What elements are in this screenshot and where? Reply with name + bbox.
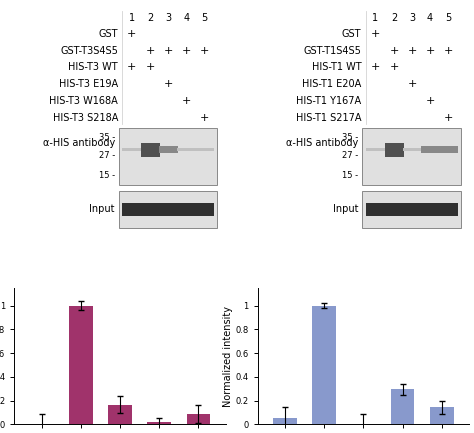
Bar bbox=[402, 148, 422, 152]
Y-axis label: Normalized intensity: Normalized intensity bbox=[223, 306, 233, 407]
Text: +: + bbox=[426, 96, 435, 106]
Bar bbox=[438, 146, 457, 153]
Bar bbox=[187, 414, 210, 424]
Text: Input: Input bbox=[89, 204, 115, 214]
Bar bbox=[365, 148, 384, 152]
Text: +: + bbox=[390, 46, 399, 56]
Bar bbox=[384, 203, 404, 216]
Text: HIS-T1 S217A: HIS-T1 S217A bbox=[296, 113, 361, 123]
Text: Input: Input bbox=[333, 204, 358, 214]
Bar bbox=[438, 203, 457, 216]
Text: 3: 3 bbox=[165, 13, 172, 23]
Text: 2: 2 bbox=[391, 13, 397, 23]
Bar bbox=[119, 128, 218, 185]
Bar bbox=[365, 203, 384, 216]
Text: HIS-T3 W168A: HIS-T3 W168A bbox=[49, 96, 118, 106]
Text: 5: 5 bbox=[445, 13, 451, 23]
Text: 5: 5 bbox=[201, 13, 208, 23]
Text: 1: 1 bbox=[128, 13, 135, 23]
Bar bbox=[273, 418, 297, 424]
Text: +: + bbox=[408, 79, 417, 89]
Bar bbox=[195, 148, 214, 152]
Text: B: B bbox=[232, 0, 243, 2]
Bar bbox=[108, 405, 132, 424]
Text: +: + bbox=[182, 96, 191, 106]
Text: GST: GST bbox=[99, 29, 118, 39]
Text: 27 -: 27 - bbox=[99, 151, 115, 160]
Text: GST-T1S4S5: GST-T1S4S5 bbox=[303, 46, 361, 56]
Text: 27 -: 27 - bbox=[342, 151, 358, 160]
Text: 15 -: 15 - bbox=[342, 171, 358, 180]
Text: +: + bbox=[443, 46, 453, 56]
Text: 35 -: 35 - bbox=[99, 133, 115, 142]
Text: HIS-T1 E20A: HIS-T1 E20A bbox=[302, 79, 361, 89]
Bar bbox=[177, 203, 196, 216]
Bar bbox=[119, 191, 218, 227]
Text: +: + bbox=[146, 46, 155, 56]
Bar bbox=[420, 203, 439, 216]
Bar bbox=[384, 143, 404, 156]
Text: +: + bbox=[127, 62, 137, 72]
Text: +: + bbox=[390, 62, 399, 72]
Bar bbox=[420, 146, 439, 153]
Bar bbox=[141, 203, 160, 216]
Text: 1: 1 bbox=[372, 13, 378, 23]
Text: +: + bbox=[146, 62, 155, 72]
Text: HIS-T3 S218A: HIS-T3 S218A bbox=[53, 113, 118, 123]
Bar bbox=[363, 128, 461, 185]
Text: 4: 4 bbox=[427, 13, 433, 23]
Bar bbox=[430, 407, 454, 424]
Text: GST: GST bbox=[342, 29, 361, 39]
Text: +: + bbox=[443, 113, 453, 123]
Text: GST-T3S4S5: GST-T3S4S5 bbox=[60, 46, 118, 56]
Bar bbox=[159, 146, 178, 153]
Bar bbox=[141, 143, 160, 156]
Text: HIS-T1 Y167A: HIS-T1 Y167A bbox=[296, 96, 361, 106]
Text: HIS-T3 E19A: HIS-T3 E19A bbox=[59, 79, 118, 89]
Text: +: + bbox=[127, 29, 137, 39]
Text: +: + bbox=[370, 62, 380, 72]
Bar bbox=[195, 203, 214, 216]
Bar bbox=[122, 203, 141, 216]
Bar bbox=[147, 422, 171, 424]
Bar bbox=[391, 389, 414, 424]
Bar bbox=[363, 191, 461, 227]
Bar bbox=[122, 148, 141, 152]
Bar bbox=[159, 203, 178, 216]
Text: +: + bbox=[200, 46, 210, 56]
Bar bbox=[402, 203, 422, 216]
Text: +: + bbox=[200, 113, 210, 123]
Text: 4: 4 bbox=[183, 13, 190, 23]
Text: 15 -: 15 - bbox=[99, 171, 115, 180]
Text: α-HIS antibody: α-HIS antibody bbox=[286, 138, 358, 148]
Text: +: + bbox=[164, 46, 173, 56]
Bar bbox=[69, 306, 92, 424]
Bar bbox=[177, 148, 196, 152]
Text: +: + bbox=[408, 46, 417, 56]
Text: +: + bbox=[182, 46, 191, 56]
Text: 35 -: 35 - bbox=[342, 133, 358, 142]
Text: +: + bbox=[164, 79, 173, 89]
Text: 2: 2 bbox=[147, 13, 154, 23]
Text: 3: 3 bbox=[409, 13, 415, 23]
Text: α-HIS antibody: α-HIS antibody bbox=[43, 138, 115, 148]
Bar bbox=[312, 306, 336, 424]
Text: +: + bbox=[370, 29, 380, 39]
Text: HIS-T1 WT: HIS-T1 WT bbox=[312, 62, 361, 72]
Text: HIS-T3 WT: HIS-T3 WT bbox=[68, 62, 118, 72]
Text: +: + bbox=[426, 46, 435, 56]
